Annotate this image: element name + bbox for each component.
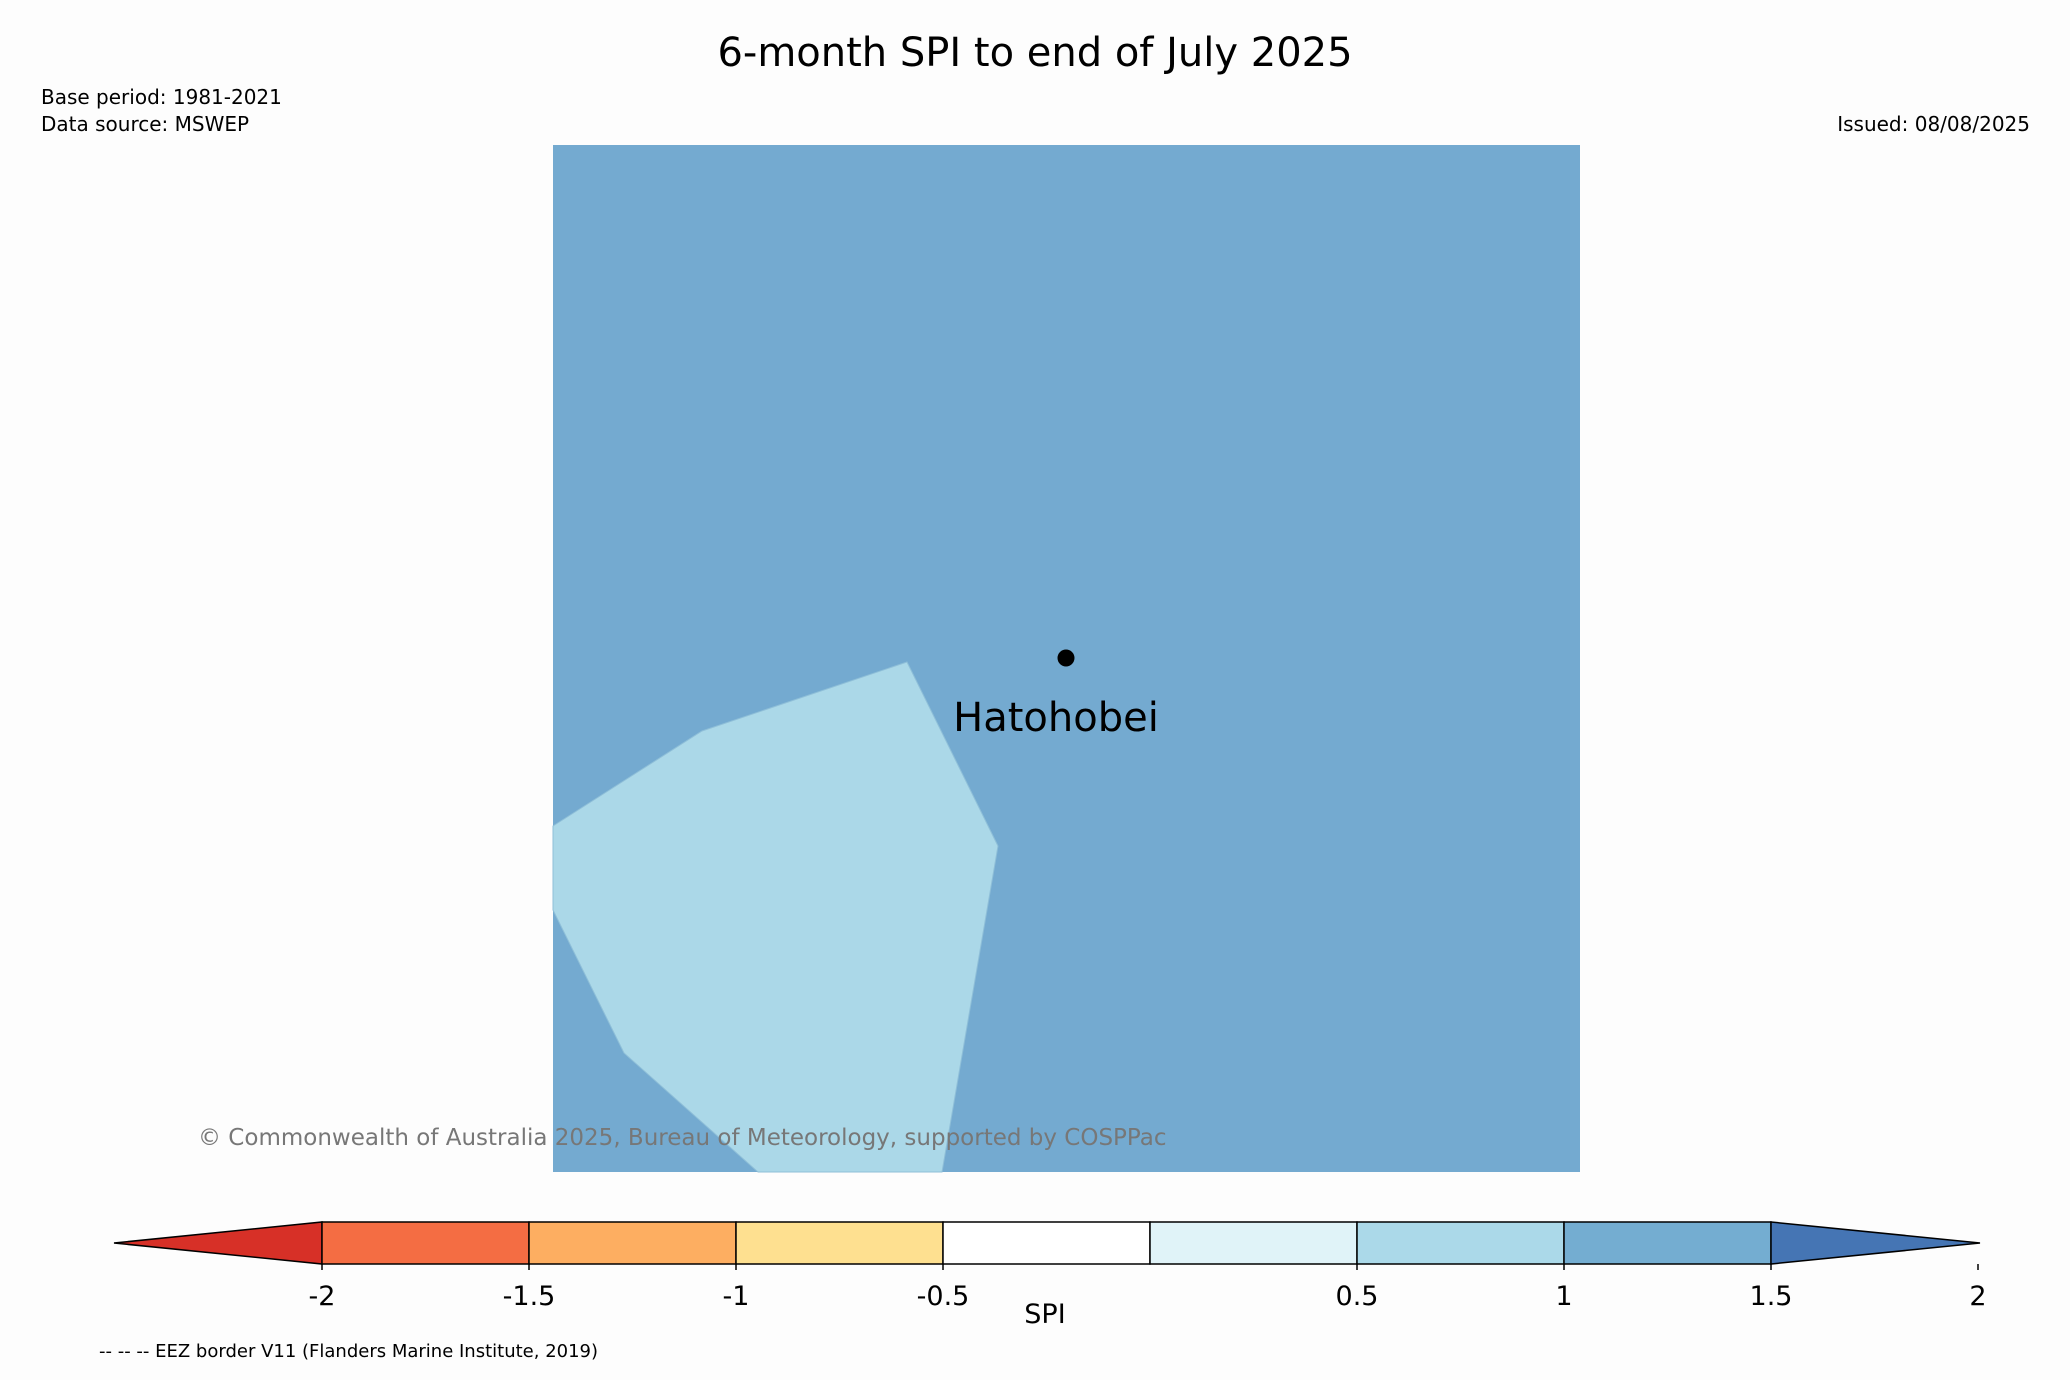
colorbar-tick-label: -0.5	[917, 1281, 970, 1312]
colorbar-bin	[1356, 1221, 1565, 1265]
issued-date-text: Issued: 08/08/2025	[1837, 112, 2030, 136]
colorbar-bin	[1563, 1221, 1772, 1265]
colorbar-tick-label: 2	[1969, 1281, 1986, 1312]
colorbar-tick-label: 1.5	[1750, 1281, 1793, 1312]
colorbar-bin	[735, 1221, 944, 1265]
data-source-text: Data source: MSWEP	[41, 112, 250, 136]
eez-border-note: -- -- -- EEZ border V11 (Flanders Marine…	[99, 1341, 599, 1362]
colorbar-underflow-arrow	[113, 1221, 323, 1265]
location-label: Hatohobei	[953, 695, 1159, 741]
colorbar-tick-label: -1.5	[503, 1281, 556, 1312]
colorbar-bin	[528, 1221, 737, 1265]
colorbar-tick-label: 1	[1555, 1281, 1572, 1312]
colorbar-label: SPI	[1024, 1299, 1065, 1330]
colorbar-tick-label: -2	[309, 1281, 336, 1312]
colorbar-bin	[1149, 1221, 1358, 1265]
map-anomaly-region	[552, 661, 999, 1173]
colorbar-tick-label: -1	[723, 1281, 750, 1312]
colorbar-overflow-arrow	[1770, 1221, 1981, 1265]
colorbar-bin	[942, 1221, 1151, 1265]
location-marker-icon	[1057, 649, 1075, 667]
colorbar-bin	[321, 1221, 530, 1265]
colorbar-tick-label: 0.5	[1336, 1281, 1379, 1312]
copyright-text: © Commonwealth of Australia 2025, Bureau…	[198, 1125, 1167, 1151]
figure-title: 6-month SPI to end of July 2025	[717, 30, 1353, 76]
base-period-text: Base period: 1981-2021	[41, 85, 282, 109]
